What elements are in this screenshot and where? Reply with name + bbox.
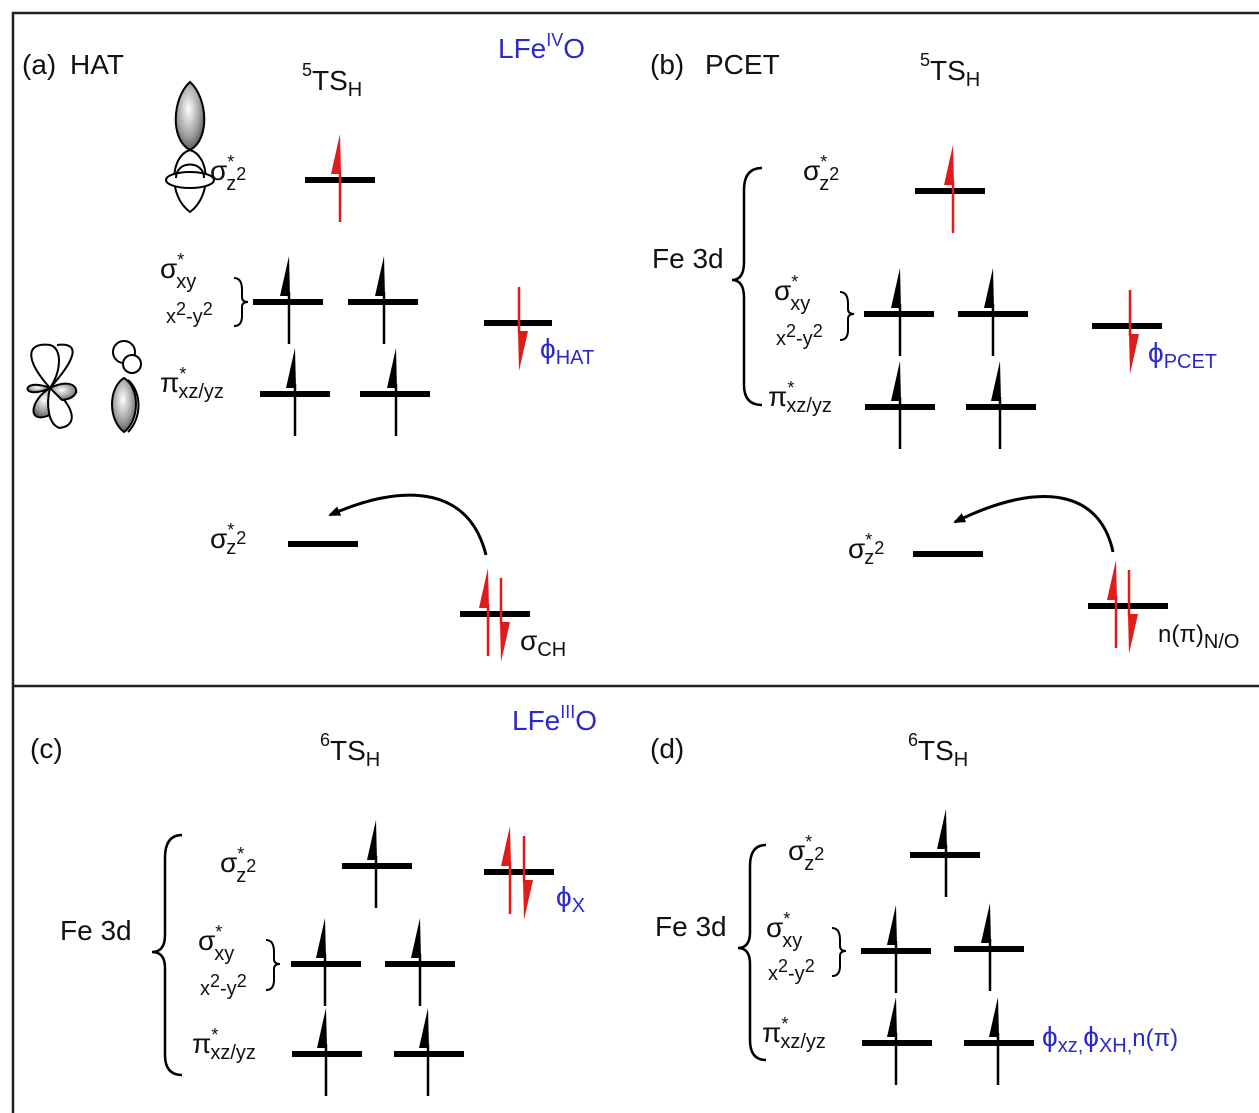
a-lower-sigma-z2-label: σ* z2	[210, 520, 246, 559]
spin-up-arrow-icon	[317, 1008, 328, 1096]
spin-down-arrow-icon	[499, 578, 510, 662]
panel-c: (c) 6TSH LFeIIIO Fe 3d σ* z2 ϕX σ* xy x2-y…	[30, 702, 597, 1077]
c-brace-large	[151, 833, 183, 1077]
d-brace-large	[737, 843, 767, 1062]
a-phi-hat-label: ϕHAT	[540, 333, 594, 369]
spin-down-arrow-icon	[522, 836, 533, 920]
b-transfer-arrow	[953, 495, 1115, 553]
d-orbital-label-sigma-xy: σ* xy	[766, 909, 802, 952]
spin-up-arrow-icon	[286, 348, 297, 436]
spin-up-arrow-icon	[419, 1008, 430, 1096]
section-label-bottom: LFeIIIO	[512, 702, 597, 736]
spin-up-arrow-icon	[887, 997, 898, 1085]
a-brace-small	[233, 277, 249, 327]
spin-up-arrow-icon	[981, 903, 992, 991]
spin-up-arrow-icon	[331, 134, 342, 222]
a-orbital-label-pi: π* xz/yz	[160, 364, 224, 403]
d-brace-small	[831, 927, 847, 977]
section-label-top: LFeIVO	[498, 30, 585, 64]
spin-down-arrow-icon	[517, 287, 528, 371]
panel-b: (b) PCET 5TSH Fe 3d σ* z2 σ* xy x2-y2 ϕPCE…	[650, 49, 1239, 653]
b-orbital-label-sigma-z2: σ* z2	[803, 152, 839, 195]
spin-up-arrow-icon	[479, 568, 490, 656]
panel-b-title: PCET	[705, 49, 780, 80]
spin-up-arrow-icon	[891, 361, 902, 449]
panel-a-tag: (a)	[22, 49, 56, 80]
spin-up-arrow-icon	[984, 268, 995, 356]
a-sigma-ch-label: σCH	[520, 625, 566, 661]
spin-down-arrow-icon	[1127, 570, 1138, 654]
a-transfer-arrow	[328, 493, 488, 556]
panel-d-tag: (d)	[650, 733, 684, 764]
b-phi-pcet-label: ϕPCET	[1148, 337, 1217, 373]
spin-up-arrow-icon	[887, 905, 898, 993]
d-orbital-label-pi: π* xz/yz	[762, 1014, 826, 1053]
spin-up-arrow-icon	[1107, 560, 1118, 648]
panel-a-title: HAT	[70, 49, 124, 80]
figure-frame	[11, 11, 1259, 1113]
spin-up-arrow-icon	[280, 256, 291, 344]
panel-c-tag: (c)	[30, 733, 63, 764]
c-fe3d-label: Fe 3d	[60, 915, 132, 946]
c-orbital-label-sigma-z2: σ* z2	[220, 844, 256, 887]
dz2-orbital-lobes-icon	[165, 80, 215, 214]
spin-up-arrow-icon	[937, 809, 948, 897]
spin-up-arrow-icon	[316, 918, 327, 1006]
spin-up-arrow-icon	[367, 820, 378, 908]
b-brace-small	[839, 291, 855, 341]
spin-up-arrow-icon	[944, 145, 955, 233]
spin-down-arrow-icon	[1128, 290, 1139, 374]
panel-d-state: 6TSH	[908, 730, 968, 771]
a-orbital-label-x2y2: x2-y2	[166, 299, 213, 328]
d-orbital-clover-icon	[26, 343, 78, 430]
panel-b-tag: (b)	[650, 49, 684, 80]
panel-c-state: 6TSH	[320, 730, 380, 771]
b-lower-sigma-z2-label: σ* z2	[848, 530, 884, 569]
d-combined-orbital-label: ϕxz,ϕXH,n(π)	[1042, 1021, 1178, 1057]
spin-up-arrow-icon	[387, 348, 398, 436]
a-orbital-label-sigma-z2: σ* z2	[210, 152, 246, 195]
c-phi-x-label: ϕX	[556, 881, 585, 917]
panel-a: (a) HAT 5TSH LFeIVO σ* z2 σ* xy x2-y2 ϕHAT	[22, 30, 594, 661]
a-orbital-label-sigma-xy: σ* xy	[160, 250, 196, 293]
d-orbital-label-sigma-z2: σ* z2	[788, 832, 824, 875]
spin-up-arrow-icon	[501, 826, 512, 914]
b-orbital-label-pi: π* xz/yz	[768, 378, 832, 417]
spin-up-arrow-icon	[411, 918, 422, 1006]
panel-b-state: 5TSH	[920, 50, 980, 91]
b-brace-large	[731, 166, 763, 407]
c-orbital-label-sigma-xy: σ* xy	[198, 922, 234, 965]
spin-up-arrow-icon	[891, 268, 902, 356]
d-orbital-label-x2y2: x2-y2	[768, 956, 815, 985]
spin-up-arrow-icon	[375, 256, 386, 344]
c-orbital-label-x2y2: x2-y2	[200, 971, 247, 1000]
electron-spins	[280, 134, 1139, 1096]
c-brace-small	[265, 939, 281, 991]
b-n-pi-label: n(π)N/O	[1158, 621, 1239, 653]
p-orbital-lobes-icon	[111, 340, 142, 434]
panel-d: (d) 6TSH Fe 3d σ* z2 σ* xy x2-y2 π* xz/yz ϕ…	[650, 730, 1178, 1062]
b-fe3d-label: Fe 3d	[652, 243, 724, 274]
b-orbital-label-x2y2: x2-y2	[776, 321, 823, 350]
b-orbital-label-sigma-xy: σ* xy	[774, 272, 810, 315]
spin-up-arrow-icon	[989, 997, 1000, 1085]
d-fe3d-label: Fe 3d	[655, 911, 727, 942]
spin-up-arrow-icon	[991, 361, 1002, 449]
panel-a-state: 5TSH	[302, 60, 362, 101]
c-orbital-label-pi: π* xz/yz	[192, 1025, 256, 1064]
